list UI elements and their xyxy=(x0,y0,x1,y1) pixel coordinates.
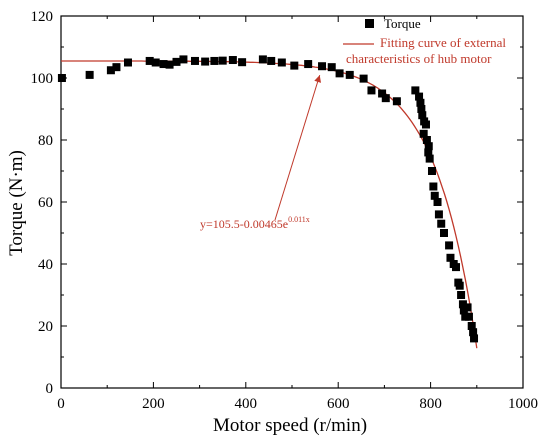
torque-data-point xyxy=(172,57,181,66)
torque-data-point xyxy=(238,58,247,67)
x-tick-label: 400 xyxy=(235,396,258,412)
torque-data-point xyxy=(421,120,430,129)
torque-data-point xyxy=(425,154,434,163)
torque-data-point xyxy=(427,167,436,175)
torque-data-point xyxy=(417,105,426,113)
formula-prefix: y=105.5-0.00465e xyxy=(200,217,288,231)
legend-label-torque: Torque xyxy=(384,16,421,31)
torque-data-point xyxy=(455,281,464,290)
torque-data-point xyxy=(335,69,344,78)
torque-data-point xyxy=(304,60,313,69)
torque-data-point xyxy=(359,74,368,83)
torque-data-point xyxy=(458,300,467,309)
torque-data-point xyxy=(318,62,327,71)
torque-data-point xyxy=(434,210,443,219)
torque-data-point xyxy=(429,182,438,191)
torque-data-point xyxy=(416,98,425,107)
y-tick-label: 120 xyxy=(31,9,54,25)
torque-data-point xyxy=(277,58,286,67)
torque-data-point xyxy=(201,57,210,66)
torque-data-point xyxy=(392,97,401,106)
torque-data-point xyxy=(210,56,219,65)
torque-data-point xyxy=(457,291,466,299)
torque-data-point xyxy=(411,86,420,95)
torque-data-point xyxy=(159,60,168,69)
torque-data-point xyxy=(415,92,424,101)
torque-data-point xyxy=(430,191,439,200)
y-tick-label: 0 xyxy=(46,381,54,397)
torque-data-point xyxy=(165,60,174,69)
plot-frame xyxy=(60,15,524,389)
torque-data-point xyxy=(145,56,154,65)
x-tick-label: 1000 xyxy=(508,396,538,412)
legend-label-curve-line2: characteristics of hub motor xyxy=(346,51,492,66)
torque-data-point xyxy=(433,198,442,206)
torque-data-point xyxy=(179,55,188,64)
torque-data-point xyxy=(419,129,428,138)
x-tick-label: 800 xyxy=(419,396,442,412)
y-tick-label: 80 xyxy=(38,133,53,149)
fitting-curve-line xyxy=(61,60,478,349)
torque-data-point xyxy=(439,229,448,237)
torque-data-point xyxy=(367,86,376,95)
torque-data-point xyxy=(422,136,431,144)
torque-data-point xyxy=(190,56,199,65)
torque-data-point xyxy=(424,148,433,157)
torque-data-point xyxy=(470,334,479,343)
torque-data-point xyxy=(258,55,267,64)
annotation-arrow-line xyxy=(274,75,321,221)
torque-data-point xyxy=(112,63,121,72)
y-axis-title: Torque (N·m) xyxy=(6,150,27,256)
torque-data-point xyxy=(327,63,336,72)
x-axis-title: Motor speed (r/min) xyxy=(213,415,367,436)
x-tick-label: 200 xyxy=(142,396,165,412)
torque-data-point xyxy=(381,94,390,103)
torque-data-point xyxy=(267,56,276,65)
annotation-arrowhead xyxy=(314,75,321,83)
torque-data-point xyxy=(463,303,472,312)
torque-data-point xyxy=(290,61,299,70)
legend: Torque Fitting curve of external charact… xyxy=(343,16,506,66)
torque-data-point xyxy=(378,89,387,98)
x-tick-label: 600 xyxy=(327,396,350,412)
y-tick-label: 20 xyxy=(38,319,53,335)
torque-data-point xyxy=(123,58,132,67)
formula-superscript: 0.011x xyxy=(288,215,310,224)
torque-data-point xyxy=(218,56,227,65)
torque-data-point xyxy=(424,142,433,151)
torque-data-point xyxy=(85,70,94,79)
y-tick-label: 100 xyxy=(31,71,54,87)
formula-annotation: y=105.5-0.00465e0.011x xyxy=(200,215,310,231)
torque-data-point xyxy=(418,111,427,120)
torque-data-point xyxy=(151,58,160,67)
torque-data-point xyxy=(452,263,461,272)
torque-data-point xyxy=(57,74,66,82)
y-tick-label: 60 xyxy=(38,195,53,211)
y-tick-label: 40 xyxy=(38,257,53,273)
torque-data-point xyxy=(469,328,478,337)
torque-data-point xyxy=(345,70,354,79)
torque-data-point xyxy=(106,66,115,75)
torque-data-point xyxy=(445,241,454,250)
torque-data-point xyxy=(437,219,446,228)
x-tick-label: 0 xyxy=(57,396,65,412)
torque-data-point xyxy=(446,253,455,262)
torque-data-point xyxy=(467,322,476,330)
torque-data-point xyxy=(228,56,237,65)
legend-label-curve-line1: Fitting curve of external xyxy=(380,35,506,50)
plot-area: 0 200 400 600 800 1000 0 20 40 60 80 100 120 xyxy=(31,9,539,412)
legend-marker-square xyxy=(365,19,374,28)
torque-data-point xyxy=(464,312,473,321)
